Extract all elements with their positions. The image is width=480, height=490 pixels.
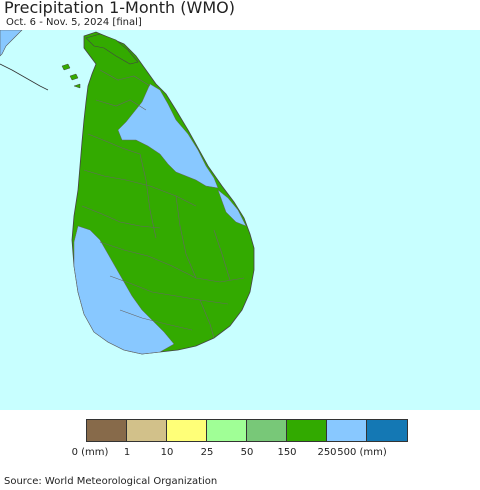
legend-label: 50 (240, 447, 254, 458)
legend-label: 250 (317, 447, 337, 458)
legend-label: 0 (mm) (71, 447, 109, 458)
blue-region-southwest (73, 225, 175, 355)
precipitation-legend (86, 419, 408, 442)
legend-swatch (87, 420, 127, 441)
india-coast (0, 30, 23, 57)
map-title: Precipitation 1-Month (WMO) (4, 0, 235, 17)
india-coastline (0, 63, 49, 91)
legend-label: 10 (160, 447, 174, 458)
legend-swatch (367, 420, 407, 441)
legend-swatch (327, 420, 367, 441)
legend-swatch (207, 420, 247, 441)
blue-region-east-coast (217, 189, 247, 227)
legend-label: 150 (277, 447, 297, 458)
legend-swatch (247, 420, 287, 441)
legend-swatch (127, 420, 167, 441)
legend-label: 1 (123, 447, 131, 458)
legend-label: 25 (200, 447, 214, 458)
legend-swatch (167, 420, 207, 441)
small-islands (61, 63, 81, 89)
legend-label: 500 (mm) (337, 447, 387, 458)
map-subtitle: Oct. 6 - Nov. 5, 2024 [final] (6, 17, 142, 28)
blue-region-northeast (117, 83, 219, 189)
source-credit: Source: World Meteorological Organizatio… (4, 476, 218, 487)
legend-swatch (287, 420, 327, 441)
jaffna-peninsula (85, 33, 139, 65)
precipitation-map (0, 30, 480, 410)
district-boundaries (81, 69, 245, 339)
